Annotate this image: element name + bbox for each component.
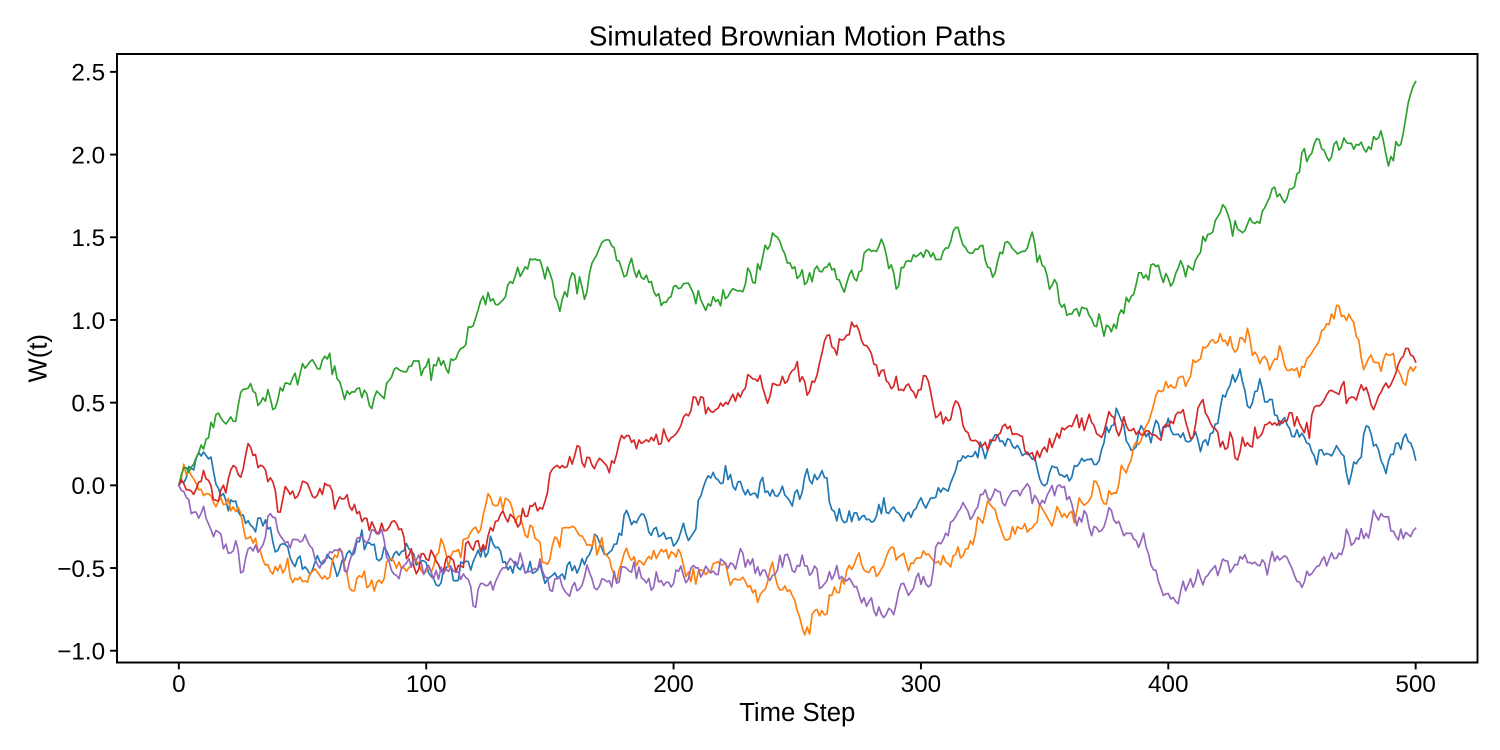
svg-text:0.5: 0.5 bbox=[71, 390, 105, 417]
svg-text:2.5: 2.5 bbox=[71, 60, 105, 87]
svg-text:0: 0 bbox=[172, 671, 186, 698]
svg-text:500: 500 bbox=[1395, 671, 1436, 698]
svg-text:100: 100 bbox=[406, 671, 447, 698]
svg-text:0.0: 0.0 bbox=[71, 473, 105, 500]
svg-text:300: 300 bbox=[901, 671, 942, 698]
svg-text:400: 400 bbox=[1148, 671, 1189, 698]
svg-text:−1.0: −1.0 bbox=[57, 639, 105, 666]
svg-text:1.0: 1.0 bbox=[71, 308, 105, 335]
svg-text:W(t): W(t) bbox=[24, 334, 52, 383]
svg-text:2.0: 2.0 bbox=[71, 142, 105, 169]
svg-text:−0.5: −0.5 bbox=[57, 556, 105, 583]
svg-text:Time Step: Time Step bbox=[739, 699, 855, 727]
svg-text:200: 200 bbox=[653, 671, 694, 698]
svg-text:1.5: 1.5 bbox=[71, 225, 105, 252]
svg-text:Simulated Brownian Motion Path: Simulated Brownian Motion Paths bbox=[589, 21, 1006, 52]
